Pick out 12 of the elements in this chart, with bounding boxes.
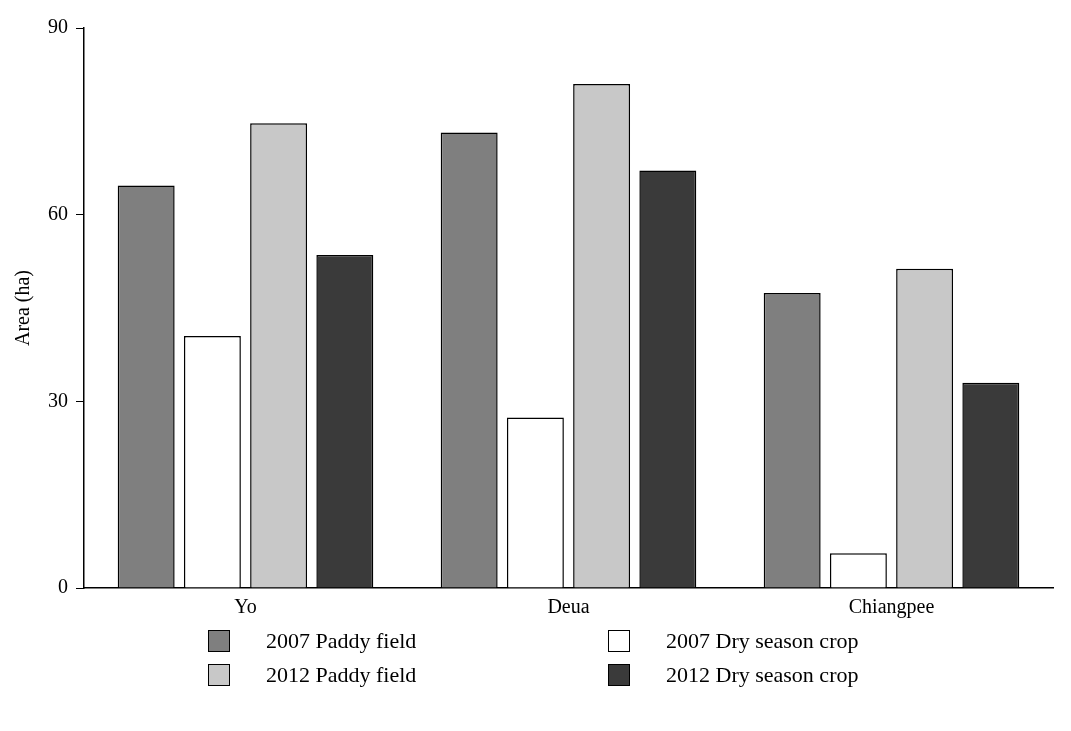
x-tick-label: Chiangpee (848, 595, 935, 619)
y-tick-label: 90 (48, 15, 68, 38)
y-tick-label: 30 (48, 388, 68, 411)
series-label: 2007 Dry season crop (666, 628, 859, 654)
y-axis-title: Area (ha) (11, 269, 35, 347)
legend-label: 2012 Dry season crop (666, 662, 859, 688)
legend-label: 2007 Paddy field (266, 628, 417, 654)
x-tick-label: Yo (234, 595, 257, 618)
legend-label: 2012 Paddy field (266, 662, 417, 688)
y-tick-label: 60 (48, 201, 68, 224)
x-tick-label: Deua (547, 595, 590, 618)
y-tick-label: 0 (58, 575, 68, 598)
